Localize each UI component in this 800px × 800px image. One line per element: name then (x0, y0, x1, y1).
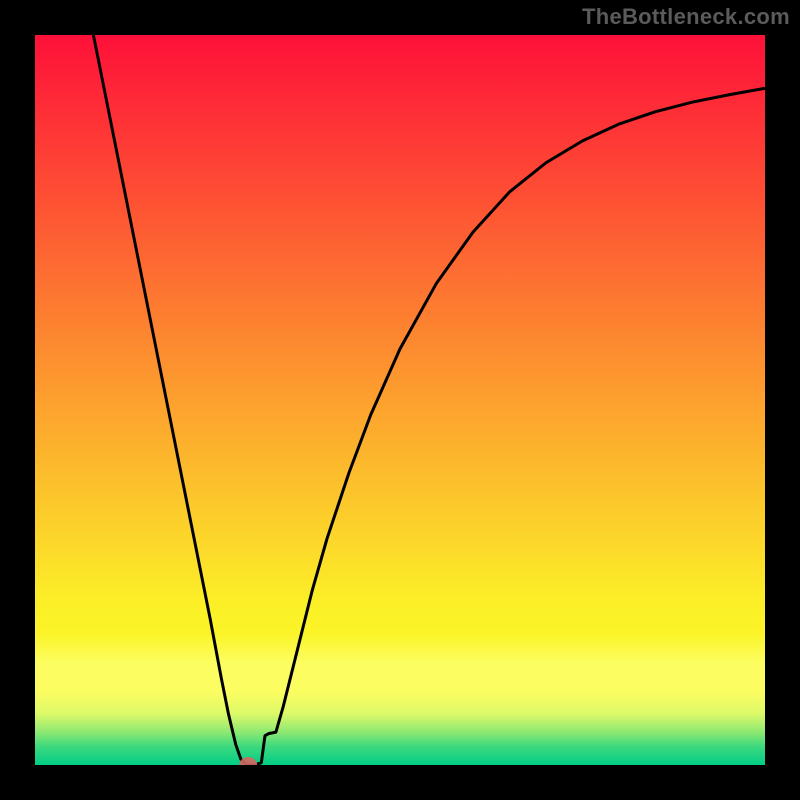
plot-area (35, 35, 765, 765)
optimal-point-marker (35, 35, 765, 765)
watermark-text: TheBottleneck.com (582, 4, 790, 30)
chart-frame: TheBottleneck.com (0, 0, 800, 800)
